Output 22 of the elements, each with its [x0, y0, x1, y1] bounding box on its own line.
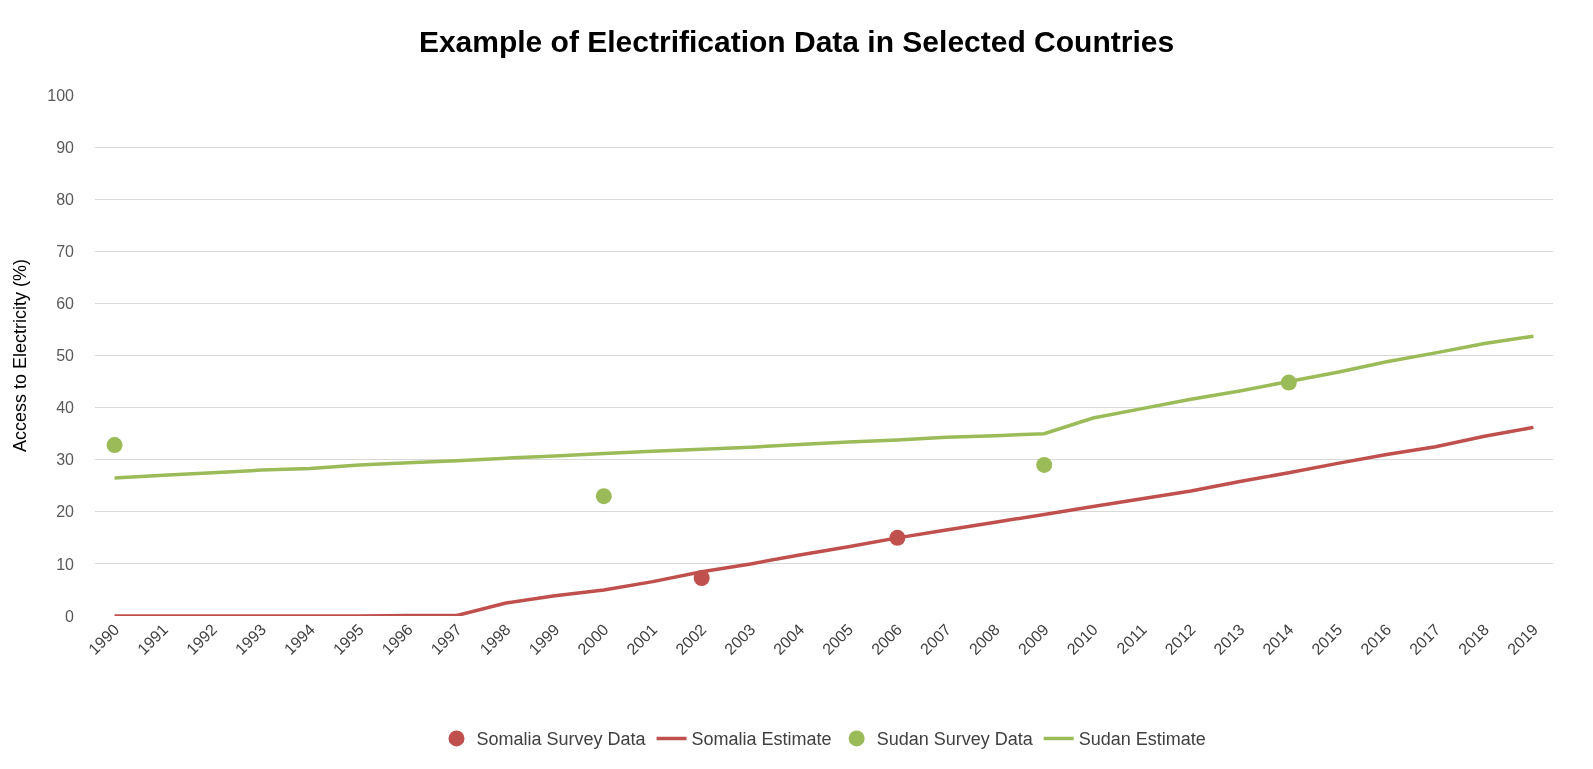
line-series — [112, 425, 1536, 616]
point — [106, 437, 123, 454]
y-tick-label: 60 — [56, 295, 75, 312]
point — [595, 488, 612, 505]
legend-label: Somalia Estimate — [691, 729, 832, 750]
y-tick-label: 80 — [56, 190, 75, 208]
point — [1036, 456, 1053, 473]
y-tick-label: 70 — [56, 242, 75, 260]
legend-label: Somalia Survey Data — [476, 729, 647, 750]
y-tick-label: 10 — [56, 555, 75, 573]
y-axis-title: Access to Electricity (%) — [10, 258, 31, 453]
chart-title: Example of Electrification Data in Selected Countries — [418, 24, 1175, 58]
y-tick-label: 0 — [65, 607, 75, 625]
y-tick-label: 50 — [56, 347, 75, 365]
legend-label: Sudan Survey Data — [876, 729, 1034, 750]
y-tick-label: 20 — [56, 503, 75, 521]
y-tick-label: 90 — [56, 138, 75, 156]
legend-label: Sudan Estimate — [1078, 729, 1206, 750]
y-tick-label: 40 — [56, 399, 75, 417]
line-series — [112, 334, 1536, 480]
y-tick-label: 30 — [56, 451, 75, 469]
y-tick-label: 100 — [47, 86, 75, 104]
